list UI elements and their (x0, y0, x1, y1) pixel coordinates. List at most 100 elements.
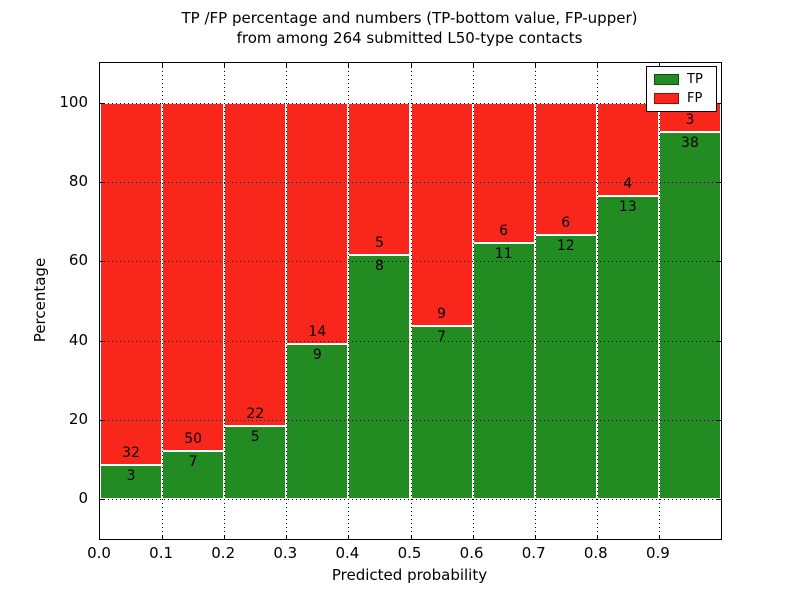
bar-column-0.7-0.8: 6 12 (534, 63, 597, 539)
x-tickmark (658, 63, 660, 67)
tp-segment (286, 344, 349, 500)
x-tickmark (348, 63, 350, 67)
horizontal-gridline (100, 182, 721, 183)
x-axis-label: Predicted probability (331, 566, 488, 584)
bar-column-0.6-0.7: 6 11 (472, 63, 535, 539)
tp-segment (472, 242, 535, 500)
fp-count-label: 50 (184, 430, 203, 447)
y-tickmark (100, 340, 104, 342)
x-tickmark (410, 535, 412, 539)
x-tickmark (224, 63, 226, 67)
horizontal-gridline (100, 499, 721, 501)
tp-count-label: 38 (681, 134, 699, 151)
y-tickmark (100, 261, 104, 263)
fp-segment (348, 102, 411, 256)
tp-count-label: 12 (556, 237, 575, 254)
x-tickmark (534, 535, 536, 539)
x-tick-label: 0.2 (211, 544, 236, 562)
x-tickmark (658, 535, 660, 539)
y-tickmark (717, 499, 721, 501)
x-tickmark (348, 535, 350, 539)
fp-count-label: 3 (685, 111, 695, 128)
fp-segment (472, 102, 535, 243)
legend: TP FP (646, 66, 717, 112)
tp-count-label: 7 (188, 453, 198, 470)
horizontal-gridline (100, 261, 721, 263)
bar-column-0.3-0.4: 14 9 (286, 63, 349, 539)
vertical-gridline (658, 63, 660, 539)
x-tickmark (286, 535, 288, 539)
y-tickmark (717, 340, 721, 342)
x-tick-label: 0.5 (397, 544, 422, 562)
tp-segment (658, 131, 721, 500)
x-tick-label: 0.4 (335, 544, 360, 562)
x-tickmark (410, 63, 412, 67)
x-tick-label: 0.9 (645, 544, 670, 562)
vertical-gridline (348, 63, 350, 539)
x-tickmark (472, 535, 474, 539)
x-tickmark (596, 63, 598, 67)
y-axis-label: Percentage (31, 257, 49, 343)
vertical-gridline (224, 63, 226, 539)
x-tick-label: 0.8 (583, 544, 608, 562)
fp-segment (100, 102, 163, 466)
y-tickmark (100, 182, 104, 183)
fp-count-label: 6 (561, 214, 571, 231)
x-tickmark (534, 63, 536, 67)
legend-item-fp: FP (654, 92, 709, 105)
fp-segment (534, 102, 597, 235)
y-tickmark (717, 102, 721, 104)
vertical-gridline (472, 63, 474, 539)
tp-segment (596, 196, 659, 500)
y-tickmark (100, 499, 104, 501)
tp-segment (162, 450, 225, 500)
y-tick-label: 40 (68, 330, 88, 349)
bar-column-0.0-0.1: 32 3 (100, 63, 163, 539)
x-tickmark (286, 63, 288, 67)
bar-column-0.1-0.2: 50 7 (162, 63, 225, 539)
fp-count-label: 9 (437, 305, 446, 322)
fp-count-label: 22 (246, 405, 265, 422)
y-tickmark (717, 261, 721, 263)
vertical-gridline (534, 63, 536, 539)
vertical-gridline (286, 63, 288, 539)
tp-count-label: 5 (250, 428, 260, 445)
tp-legend-label: TP (687, 72, 703, 87)
fp-count-label: 14 (308, 324, 327, 341)
x-tickmark (162, 63, 164, 67)
y-tickmark (100, 102, 104, 104)
x-tick-label: 0.3 (273, 544, 298, 562)
x-tick-label: 0.7 (521, 544, 546, 562)
fp-segment (596, 102, 659, 196)
bar-column-0.8-0.9: 4 13 (596, 63, 659, 539)
vertical-gridline (162, 63, 164, 539)
horizontal-gridline (100, 340, 721, 342)
fp-count-label: 5 (374, 235, 384, 252)
tp-legend-swatch (654, 74, 679, 85)
chart-title-line1: TP /FP percentage and numbers (TP-bottom… (181, 9, 638, 27)
y-tickmark (717, 182, 721, 183)
fp-count-label: 4 (623, 176, 633, 192)
chart-title: TP /FP percentage and numbers (TP-bottom… (99, 8, 720, 48)
tp-segment (534, 234, 597, 500)
legend-item-tp: TP (654, 73, 709, 86)
vertical-gridline (596, 63, 598, 539)
fp-count-label: 6 (499, 222, 509, 239)
x-tickmark (162, 535, 164, 539)
y-tick-label: 20 (68, 410, 88, 428)
chart-title-line2: from among 264 submitted L50-type contac… (236, 29, 583, 47)
x-tick-label: 0.0 (87, 544, 111, 562)
tp-segment (224, 425, 287, 500)
bar-column-0.9-1.0: 3 38 (658, 63, 721, 539)
tp-count-label: 13 (618, 199, 637, 215)
x-tickmark (224, 535, 226, 539)
horizontal-gridline (100, 102, 721, 104)
tp-count-label: 11 (494, 245, 513, 262)
y-tick-label: 100 (59, 92, 88, 111)
tp-count-label: 3 (126, 468, 136, 485)
x-tick-label: 0.1 (149, 544, 174, 562)
x-tick-label: 0.6 (459, 544, 484, 562)
tp-count-label: 7 (437, 328, 446, 345)
fp-segment (224, 102, 287, 426)
